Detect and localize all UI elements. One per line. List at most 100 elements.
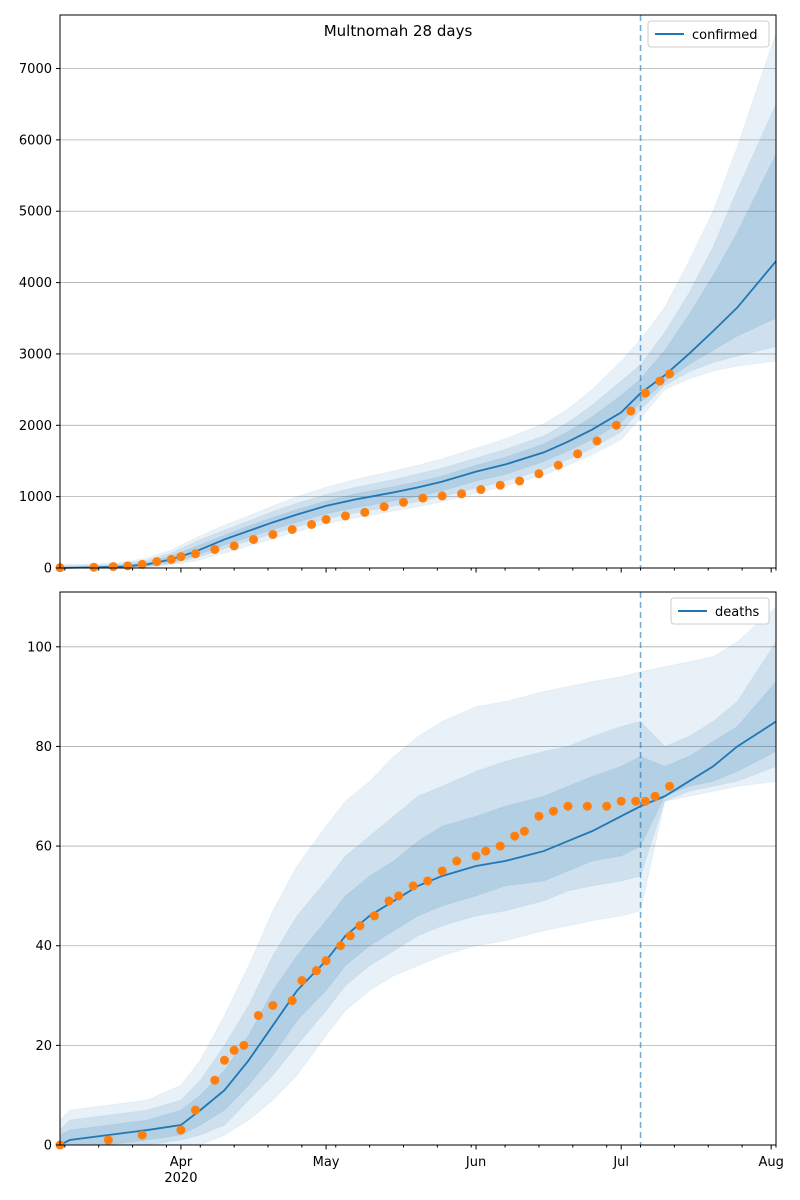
confirmed-y-ticks: 0 1000 2000 3000 4000 5000 6000 7000 bbox=[19, 62, 60, 577]
deaths-observed-point bbox=[229, 1045, 239, 1055]
confirmed-ytick-label-4: 4000 bbox=[19, 276, 52, 291]
confirmed-observed-point bbox=[515, 476, 525, 486]
deaths-observed-point bbox=[631, 796, 641, 806]
deaths-ytick-label-3: 60 bbox=[35, 840, 52, 855]
confirmed-observed-point bbox=[495, 480, 505, 490]
confirmed-observed-point bbox=[457, 489, 467, 499]
deaths-observed-point bbox=[253, 1010, 263, 1020]
deaths-observed-point bbox=[548, 806, 558, 816]
deaths-observed-point bbox=[519, 826, 529, 836]
deaths-observed-point bbox=[137, 1130, 147, 1140]
confirmed-x-ticks bbox=[64, 568, 777, 573]
deaths-observed-point bbox=[190, 1105, 200, 1115]
deaths-observed-point bbox=[321, 956, 331, 966]
deaths-observed-point bbox=[239, 1040, 249, 1050]
deaths-xtick-label-3: Jul bbox=[612, 1155, 629, 1170]
confirmed-observed-point bbox=[268, 529, 278, 539]
deaths-observed-point bbox=[616, 796, 626, 806]
confirmed-observed-point bbox=[123, 561, 133, 571]
confirmed-observed-point bbox=[626, 406, 636, 416]
confirmed-observed-point bbox=[152, 557, 162, 567]
deaths-observed-point bbox=[534, 811, 544, 821]
confirmed-observed-point bbox=[665, 369, 675, 379]
deaths-ytick-label-1: 20 bbox=[35, 1039, 52, 1054]
deaths-observed-point bbox=[355, 921, 365, 931]
deaths-ytick-label-2: 40 bbox=[35, 939, 52, 954]
deaths-y-ticks: 0 20 40 60 80 100 bbox=[27, 640, 60, 1154]
deaths-xtick-label-1: May bbox=[313, 1155, 340, 1170]
deaths-observed-point bbox=[176, 1125, 186, 1135]
confirmed-observed-point bbox=[437, 491, 447, 501]
deaths-observed-point bbox=[384, 896, 394, 906]
confirmed-observed-point bbox=[476, 485, 486, 495]
deaths-xtick-label-4: Aug bbox=[758, 1155, 783, 1170]
deaths-observed-point bbox=[563, 801, 573, 811]
confirmed-observed-point bbox=[655, 376, 665, 386]
deaths-axes-frame bbox=[59, 591, 777, 1146]
confirmed-chart: 0 1000 2000 3000 4000 5000 6000 7000 Multnomah … bbox=[19, 14, 777, 577]
deaths-observed-point bbox=[369, 911, 379, 921]
deaths-legend-box bbox=[670, 597, 770, 625]
deaths-model-line bbox=[59, 720, 777, 1146]
deaths-legend-label: deaths bbox=[715, 605, 760, 620]
confirmed-observed-point bbox=[379, 502, 389, 512]
confirmed-observed-points bbox=[55, 369, 675, 573]
confirmed-observed-point bbox=[573, 449, 583, 459]
deaths-observed-point bbox=[602, 801, 612, 811]
deaths-observed-point bbox=[336, 941, 346, 951]
deaths-observed-point bbox=[510, 831, 520, 841]
confirmed-observed-point bbox=[210, 544, 220, 554]
deaths-observed-point bbox=[408, 881, 418, 891]
confirmed-observed-point bbox=[592, 436, 602, 446]
confirmed-observed-point bbox=[418, 493, 428, 503]
deaths-observed-point bbox=[394, 891, 404, 901]
deaths-observed-point bbox=[423, 876, 433, 886]
confirmed-ytick-label-6: 6000 bbox=[19, 133, 52, 148]
deaths-observed-point bbox=[665, 781, 675, 791]
confirmed-observed-point bbox=[89, 562, 99, 572]
confirmed-ytick-label-0: 0 bbox=[44, 562, 52, 577]
chart-title: Multnomah 28 days bbox=[324, 22, 473, 40]
deaths-observed-point bbox=[103, 1135, 113, 1145]
confirmed-observed-point bbox=[176, 552, 186, 562]
confirmed-legend: confirmed bbox=[647, 20, 770, 48]
confirmed-observed-point bbox=[360, 507, 370, 517]
confirmed-observed-point bbox=[534, 469, 544, 479]
deaths-ytick-label-4: 80 bbox=[35, 740, 52, 755]
deaths-observed-point bbox=[437, 866, 447, 876]
deaths-xtick-sublabel-0: 2020 bbox=[164, 1171, 197, 1186]
deaths-observed-point bbox=[311, 966, 321, 976]
confirmed-observed-point bbox=[190, 549, 200, 559]
confirmed-ytick-label-1: 1000 bbox=[19, 490, 52, 505]
confirmed-ytick-label-2: 2000 bbox=[19, 419, 52, 434]
confirmed-ytick-label-5: 5000 bbox=[19, 205, 52, 220]
deaths-observed-point bbox=[287, 996, 297, 1006]
confirmed-ytick-label-3: 3000 bbox=[19, 347, 52, 362]
deaths-observed-points bbox=[55, 781, 675, 1150]
confirmed-axes-frame bbox=[59, 14, 777, 569]
confirmed-observed-point bbox=[321, 514, 331, 524]
confirmed-observed-point bbox=[340, 511, 350, 521]
deaths-y-grid bbox=[60, 646, 776, 1046]
confirmed-observed-point bbox=[166, 554, 176, 564]
confirmed-observed-point bbox=[137, 559, 147, 569]
deaths-observed-point bbox=[297, 976, 307, 986]
confirmed-observed-point bbox=[287, 524, 297, 534]
confirmed-observed-point bbox=[249, 534, 259, 544]
confirmed-y-grid bbox=[60, 68, 776, 498]
deaths-ytick-label-5: 100 bbox=[27, 640, 52, 655]
confirmed-legend-box bbox=[647, 20, 770, 48]
confirmed-observed-point bbox=[307, 519, 317, 529]
deaths-observed-point bbox=[268, 1001, 278, 1011]
deaths-xtick-label-0: Apr bbox=[170, 1155, 193, 1170]
deaths-observed-point bbox=[452, 856, 462, 866]
deaths-observed-point bbox=[345, 931, 355, 941]
deaths-observed-point bbox=[471, 851, 481, 861]
confirmed-observed-point bbox=[553, 460, 563, 470]
confirmed-observed-point bbox=[398, 497, 408, 507]
deaths-observed-point bbox=[650, 791, 660, 801]
